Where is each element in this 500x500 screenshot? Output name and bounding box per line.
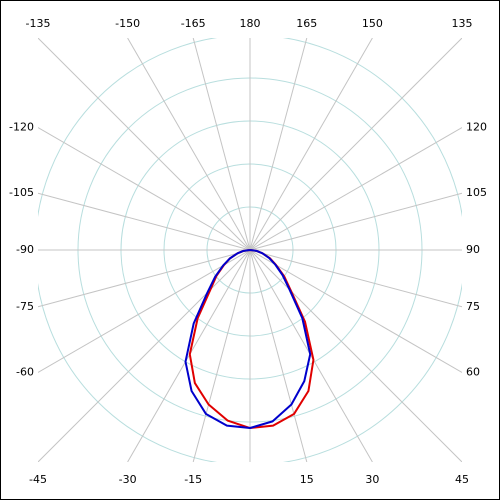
angle-label: 180 — [240, 17, 261, 30]
angle-label: 45 — [455, 473, 469, 486]
angle-line — [249, 249, 462, 462]
angle-line — [38, 38, 251, 251]
angle-line — [127, 38, 251, 251]
angle-label: -45 — [29, 473, 47, 486]
angle-line — [249, 192, 462, 251]
angle-label: -60 — [16, 365, 34, 378]
angle-label: -75 — [16, 300, 34, 313]
angle-line — [38, 249, 251, 373]
angle-line — [192, 38, 251, 251]
angle-line — [249, 249, 462, 308]
angle-line — [249, 38, 373, 251]
angle-line — [249, 249, 308, 462]
angle-line — [249, 249, 373, 462]
angle-label: -165 — [181, 17, 206, 30]
angle-label: 75 — [466, 300, 480, 313]
angle-label: 60 — [466, 365, 480, 378]
angle-label: 120 — [466, 121, 487, 134]
angle-line — [249, 127, 462, 251]
angle-label: 150 — [362, 17, 383, 30]
angle-line — [38, 127, 251, 251]
angle-label: 165 — [296, 17, 317, 30]
angle-labels: -135 -150 -165 180 165 150 135 -120 -105 -90 -75 -6… — [9, 17, 487, 486]
angle-label: -15 — [184, 473, 202, 486]
angle-label: 135 — [452, 17, 473, 30]
angle-label: -30 — [119, 473, 137, 486]
angle-label: 15 — [300, 473, 314, 486]
angle-line — [127, 249, 251, 462]
angle-line — [249, 249, 462, 373]
angle-label: 90 — [466, 243, 480, 256]
angle-line — [249, 38, 308, 251]
angle-line — [192, 249, 251, 462]
grid — [38, 38, 462, 462]
angle-label: -90 — [16, 243, 34, 256]
angle-label: 105 — [466, 186, 487, 199]
angle-line — [38, 249, 251, 462]
angle-label: 30 — [365, 473, 379, 486]
angle-line — [38, 192, 251, 251]
angle-label: -135 — [26, 17, 51, 30]
plot-lines — [184, 249, 315, 430]
angle-label: -150 — [115, 17, 140, 30]
intensity-curve — [184, 249, 312, 430]
angle-label: -120 — [9, 121, 34, 134]
angle-label: -105 — [9, 186, 34, 199]
angle-line — [38, 249, 251, 308]
angle-line — [249, 38, 462, 251]
